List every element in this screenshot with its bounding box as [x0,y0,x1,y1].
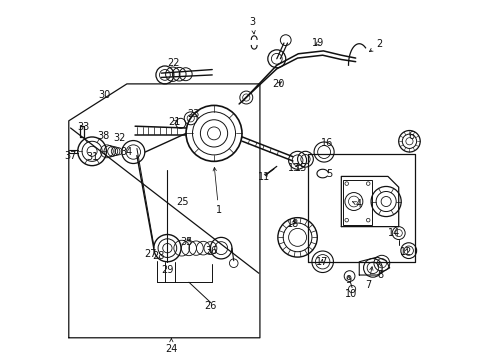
Bar [343,180,371,225]
Text: 9: 9 [345,275,351,285]
Text: 7: 7 [365,267,372,290]
Text: 6: 6 [407,131,413,141]
Text: 5: 5 [325,168,331,179]
Text: 20: 20 [272,79,285,89]
Text: 34: 34 [121,147,133,157]
Text: 27: 27 [143,249,156,259]
Text: 8: 8 [377,263,383,280]
Text: 36: 36 [205,246,217,256]
Text: 19: 19 [312,38,324,48]
Text: 17: 17 [315,257,327,267]
Text: 22: 22 [167,58,180,68]
Text: 37: 37 [64,151,77,161]
Text: 14: 14 [387,228,400,238]
Text: 4: 4 [352,199,361,210]
Text: 30: 30 [98,90,111,100]
Text: 28: 28 [152,251,164,261]
Text: 38: 38 [98,131,110,141]
Text: 12: 12 [399,247,411,257]
Text: 29: 29 [161,265,174,275]
Text: 2: 2 [368,40,382,52]
Text: 15: 15 [294,163,307,173]
Text: 18: 18 [286,219,299,229]
Text: 13: 13 [287,163,299,173]
Text: 11: 11 [258,172,270,183]
Text: 3: 3 [249,17,255,34]
Text: 21: 21 [168,117,181,127]
Text: 10: 10 [344,289,356,299]
Text: 26: 26 [204,301,217,311]
Text: 25: 25 [176,197,188,207]
Text: 23: 23 [187,109,200,119]
Text: 16: 16 [320,138,332,148]
Text: 35: 35 [180,237,192,247]
Text: 24: 24 [165,338,177,354]
Text: 33: 33 [77,122,89,132]
Text: 32: 32 [113,133,125,143]
Text: 1: 1 [213,167,221,216]
Text: 31: 31 [86,152,99,162]
